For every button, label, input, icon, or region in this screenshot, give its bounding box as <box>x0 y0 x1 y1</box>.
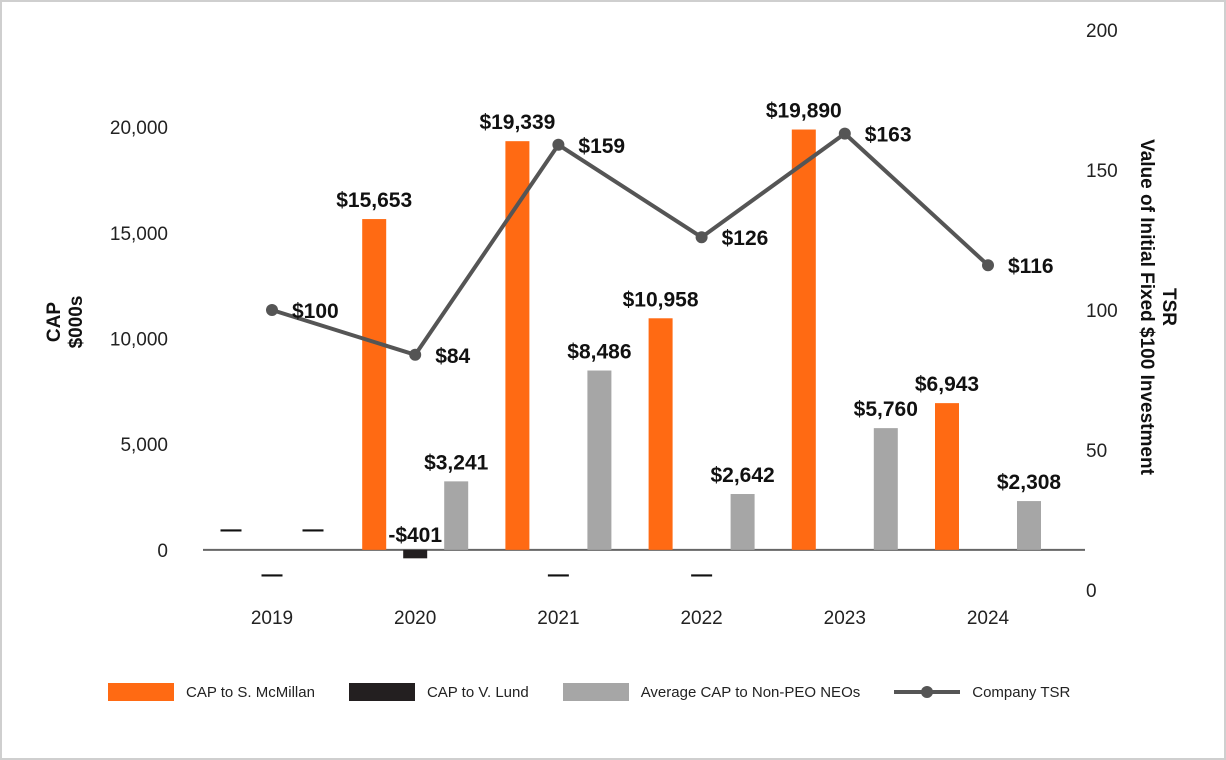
legend-swatch-tsr <box>894 683 961 701</box>
tsr-label: $163 <box>865 124 912 147</box>
tsr-label: $100 <box>292 300 339 323</box>
tsr-label: $116 <box>1008 255 1054 278</box>
bar-mcmillan <box>362 219 387 550</box>
bar-label-lund: — <box>691 563 712 586</box>
bar-label-neos: $8,486 <box>567 341 631 364</box>
chart-legend: CAP to S. McMillan CAP to V. Lund Averag… <box>108 680 1148 704</box>
x-tick-label: 2019 <box>251 608 293 629</box>
legend-item-mcmillan: CAP to S. McMillan <box>108 683 315 701</box>
tsr-label: $126 <box>722 227 769 250</box>
bar-label-neos: — <box>303 518 324 541</box>
y-tick-label: 20,000 <box>110 118 168 139</box>
y2-axis-title: TSRValue of Initial Fixed $100 Investmen… <box>1136 139 1179 475</box>
legend-label-lund: CAP to V. Lund <box>426 683 529 701</box>
y-tick-label: 10,000 <box>110 330 168 351</box>
bar-label-lund: — <box>548 563 569 586</box>
bar-neos <box>730 494 755 550</box>
y-tick-label: 15,000 <box>110 224 168 245</box>
x-tick-label: 2022 <box>680 608 722 629</box>
legend-swatch-lund <box>348 683 415 701</box>
bar-neos <box>873 428 898 550</box>
bar-label-lund: -$401 <box>388 524 442 547</box>
y2-tick-label: 150 <box>1086 161 1118 182</box>
y2-tick-label: 50 <box>1086 441 1107 462</box>
bar-mcmillan <box>505 141 530 550</box>
tsr-point <box>695 231 708 244</box>
bar-neos <box>1017 501 1041 550</box>
bar-label-neos: $2,642 <box>710 464 774 487</box>
tsr-point <box>409 348 422 361</box>
y-tick-label: 0 <box>157 541 168 562</box>
bar-label-neos: $3,241 <box>424 451 489 474</box>
tsr-line <box>271 131 990 358</box>
legend-swatch-neos <box>562 683 629 701</box>
legend-item-tsr: Company TSR <box>894 683 1070 701</box>
y2-tick-label: 200 <box>1086 21 1118 42</box>
legend-label-tsr: Company TSR <box>972 683 1071 701</box>
bar-label-lund: — <box>262 563 283 586</box>
bar-label-mcmillan: — <box>221 518 242 541</box>
bar-label-mcmillan: $19,339 <box>479 111 555 134</box>
x-tick-label: 2020 <box>394 608 436 629</box>
bar-label-mcmillan: $19,890 <box>766 100 842 123</box>
legend-item-neos: Average CAP to Non-PEO NEOs <box>562 683 861 701</box>
bar-label-mcmillan: $10,958 <box>623 288 699 311</box>
bar-label-neos: $5,760 <box>854 398 918 421</box>
tsr-point <box>838 127 851 140</box>
x-tick-label: 2021 <box>537 608 579 629</box>
y2-tick-label: 0 <box>1086 581 1097 602</box>
y-axis-title: CAP$000s <box>44 296 87 349</box>
tsr-label: $84 <box>435 345 470 368</box>
y2-tick-label: 100 <box>1086 301 1118 322</box>
x-tick-label: 2024 <box>967 608 1010 629</box>
bar-label-mcmillan: $6,943 <box>915 373 979 396</box>
legend-label-mcmillan: CAP to S. McMillan <box>186 683 315 701</box>
y-tick-label: 5,000 <box>120 435 168 456</box>
bar-mcmillan <box>648 318 673 550</box>
tsr-point <box>552 138 565 151</box>
bar-label-neos: $2,308 <box>997 471 1062 494</box>
bar-mcmillan <box>935 403 959 550</box>
x-tick-label: 2023 <box>824 608 866 629</box>
legend-swatch-mcmillan <box>108 683 174 701</box>
legend-item-lund: CAP to V. Lund <box>348 683 529 701</box>
bar-neos <box>444 481 469 550</box>
bar-mcmillan <box>791 129 816 550</box>
legend-label-neos: Average CAP to Non-PEO NEOs <box>640 683 861 701</box>
bar-label-mcmillan: $15,653 <box>336 189 412 212</box>
bar-neos <box>587 370 612 550</box>
tsr-label: $159 <box>578 135 625 158</box>
bar-lund <box>403 549 428 559</box>
tsr-point <box>266 304 278 316</box>
tsr-point <box>982 259 994 272</box>
